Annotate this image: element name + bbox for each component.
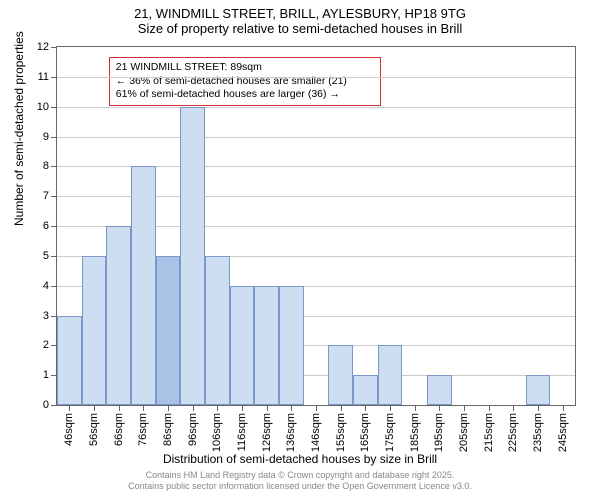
y-tick-label: 10 [37,101,49,113]
y-tick [51,77,57,78]
histogram-bar [180,107,205,405]
y-tick [51,137,57,138]
x-tick [365,405,366,411]
x-tick [193,405,194,411]
y-tick-label: 9 [43,131,49,143]
y-tick [51,47,57,48]
annotation-callout: 21 WINDMILL STREET: 89sqm ← 36% of semi-… [109,57,381,106]
x-tick [538,405,539,411]
y-tick-label: 0 [43,399,49,411]
x-tick [119,405,120,411]
plot-area: 21 WINDMILL STREET: 89sqm ← 36% of semi-… [56,46,576,406]
y-tick-label: 1 [43,369,49,381]
histogram-bar [131,166,156,405]
footer-line1: Contains HM Land Registry data © Crown c… [0,470,600,481]
annotation-line1: 21 WINDMILL STREET: 89sqm [116,61,374,75]
y-tick-label: 2 [43,339,49,351]
x-tick [217,405,218,411]
x-tick-label: 46sqm [63,413,75,446]
x-tick [415,405,416,411]
x-tick [242,405,243,411]
y-tick-label: 4 [43,280,49,292]
y-tick-label: 7 [43,190,49,202]
y-tick [51,286,57,287]
x-tick [143,405,144,411]
y-tick-label: 12 [37,41,49,53]
histogram-bar [279,286,304,405]
x-tick [341,405,342,411]
x-axis-label: Distribution of semi-detached houses by … [0,452,600,466]
histogram-bar [82,256,107,405]
histogram-bar [353,375,378,405]
x-tick [464,405,465,411]
histogram-bar [526,375,551,405]
x-tick-label: 185sqm [409,413,421,452]
x-tick [291,405,292,411]
y-tick-label: 3 [43,310,49,322]
x-tick [489,405,490,411]
histogram-bar [254,286,279,405]
x-tick-label: 76sqm [137,413,149,446]
footer-line2: Contains public sector information licen… [0,481,600,492]
x-tick [267,405,268,411]
y-tick [51,166,57,167]
annotation-line3: 61% of semi-detached houses are larger (… [116,88,374,102]
chart-container: 21, WINDMILL STREET, BRILL, AYLESBURY, H… [0,0,600,500]
gridline [57,107,575,108]
y-tick [51,196,57,197]
y-tick-label: 6 [43,220,49,232]
x-tick [316,405,317,411]
y-tick [51,107,57,108]
y-tick [51,256,57,257]
x-tick-label: 195sqm [433,413,445,452]
x-tick-label: 126sqm [261,413,273,452]
x-tick-label: 175sqm [384,413,396,452]
x-tick-label: 66sqm [113,413,125,446]
x-tick-label: 245sqm [557,413,569,452]
gridline [57,137,575,138]
histogram-bar-highlight [156,256,181,405]
title-address: 21, WINDMILL STREET, BRILL, AYLESBURY, H… [0,0,600,21]
x-tick [513,405,514,411]
y-tick-label: 11 [38,71,49,83]
attribution-footer: Contains HM Land Registry data © Crown c… [0,470,600,493]
gridline [57,77,575,78]
x-tick [69,405,70,411]
histogram-bar [230,286,255,405]
histogram-bar [106,226,131,405]
x-tick [94,405,95,411]
x-tick-label: 235sqm [532,413,544,452]
y-axis-label: Number of semi-detached properties [12,31,26,226]
x-tick-label: 96sqm [187,413,199,446]
x-tick-label: 56sqm [88,413,100,446]
y-tick-label: 8 [43,160,49,172]
y-tick-label: 5 [43,250,49,262]
x-tick-label: 205sqm [458,413,470,452]
x-tick-label: 146sqm [310,413,322,452]
y-tick [51,405,57,406]
x-tick-label: 106sqm [211,413,223,452]
histogram-bar [57,316,82,406]
x-tick [168,405,169,411]
x-tick [439,405,440,411]
histogram-bar [328,345,353,405]
x-tick-label: 225sqm [507,413,519,452]
x-tick-label: 86sqm [162,413,174,446]
histogram-bar [378,345,403,405]
x-tick-label: 136sqm [285,413,297,452]
title-subtitle: Size of property relative to semi-detach… [0,21,600,40]
x-tick-label: 165sqm [359,413,371,452]
x-tick-label: 155sqm [335,413,347,452]
histogram-bar [427,375,452,405]
x-tick-label: 116sqm [236,413,248,451]
x-tick [390,405,391,411]
x-tick [563,405,564,411]
y-tick [51,226,57,227]
x-tick-label: 215sqm [483,413,495,452]
histogram-bar [205,256,230,405]
